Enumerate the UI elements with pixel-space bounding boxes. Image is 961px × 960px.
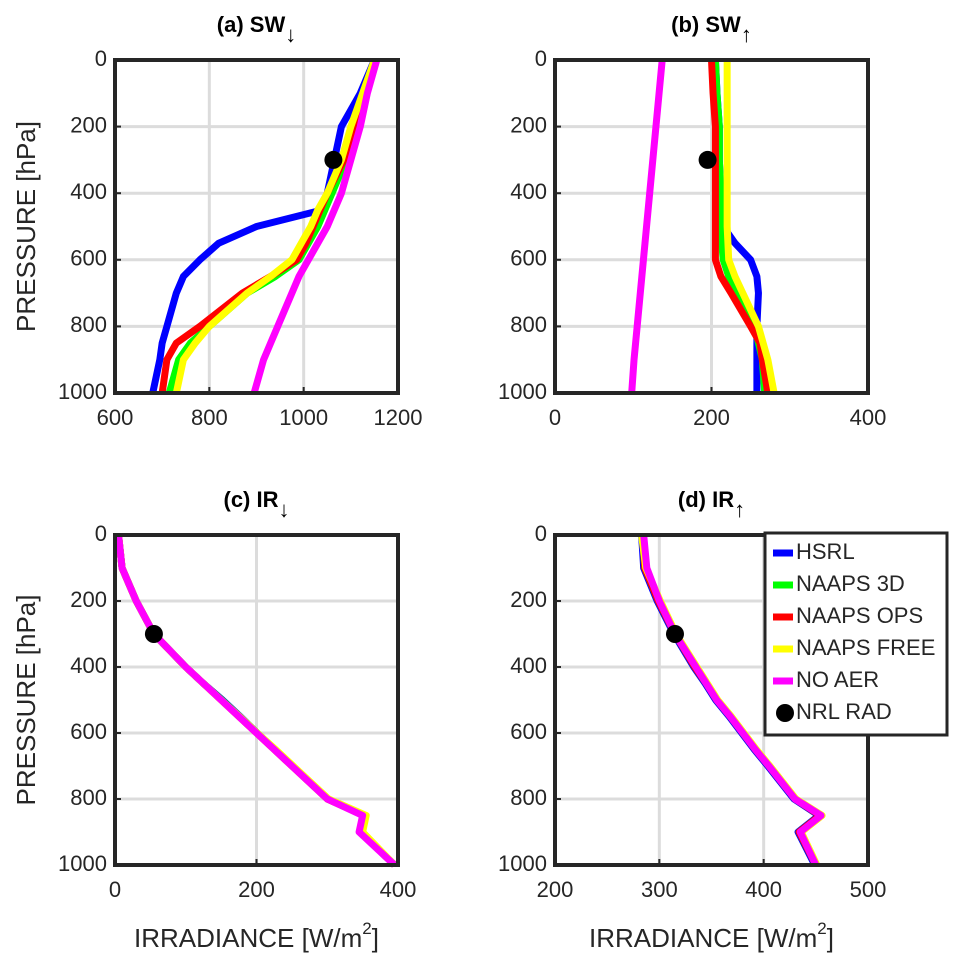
x-tick-label: 0 bbox=[109, 877, 121, 902]
series-line bbox=[115, 534, 397, 868]
legend-marker bbox=[776, 704, 794, 722]
legend-label: NO AER bbox=[796, 667, 879, 692]
y-tick-label: 600 bbox=[70, 719, 107, 744]
y-tick-label: 800 bbox=[510, 785, 547, 810]
title-subscript: ↑ bbox=[741, 22, 752, 47]
series-line bbox=[250, 59, 381, 394]
y-tick-label: 800 bbox=[70, 312, 107, 337]
y-tick-label: 0 bbox=[535, 521, 547, 546]
title-subscript: ↓ bbox=[285, 22, 296, 47]
y-tick-label: 600 bbox=[70, 246, 107, 271]
legend-label: NAAPS 3D bbox=[796, 571, 905, 596]
x-tick-label: 200 bbox=[537, 877, 574, 902]
legend-label: NAAPS OPS bbox=[796, 603, 923, 628]
y-tick-label: 200 bbox=[70, 587, 107, 612]
title-text: (c) IR bbox=[224, 487, 279, 512]
chart-title: (d) IR↑ bbox=[678, 487, 745, 522]
x-label-text: IRRADIANCE [W/m bbox=[589, 923, 817, 953]
y-axis-label: PRESSURE [hPa] bbox=[11, 121, 41, 332]
x-tick-label: 800 bbox=[191, 405, 228, 430]
chart-title: (b) SW↑ bbox=[671, 12, 752, 47]
x-tick-label: 400 bbox=[745, 877, 782, 902]
y-tick-label: 400 bbox=[70, 653, 107, 678]
data-point bbox=[698, 150, 717, 169]
x-tick-label: 1200 bbox=[374, 405, 423, 430]
legend-box bbox=[763, 531, 949, 737]
series-line bbox=[628, 59, 666, 394]
y-tick-label: 200 bbox=[510, 587, 547, 612]
y-tick-label: 1000 bbox=[498, 379, 547, 404]
title-subscript: ↑ bbox=[734, 497, 745, 522]
y-tick-label: 800 bbox=[70, 785, 107, 810]
y-tick-label: 600 bbox=[510, 719, 547, 744]
data-point bbox=[324, 150, 343, 169]
y-axis-label: PRESSURE [hPa] bbox=[11, 595, 41, 806]
series-line bbox=[149, 58, 378, 394]
data-point bbox=[665, 625, 684, 643]
x-axis-label: IRRADIANCE [W/m2] bbox=[134, 919, 379, 952]
x-tick-label: 1000 bbox=[279, 405, 328, 430]
y-tick-label: 0 bbox=[535, 46, 547, 71]
title-subscript: ↓ bbox=[279, 497, 290, 522]
x-tick-label: 500 bbox=[850, 877, 887, 902]
x-tick-label: 400 bbox=[380, 877, 417, 902]
x-label-end: ] bbox=[372, 923, 379, 953]
y-tick-label: 200 bbox=[70, 112, 107, 137]
x-label-sup: 2 bbox=[817, 919, 826, 938]
title-text: (a) SW bbox=[217, 12, 286, 37]
y-tick-label: 0 bbox=[95, 521, 107, 546]
y-tick-label: 1000 bbox=[58, 379, 107, 404]
chart-title: (a) SW↓ bbox=[217, 12, 296, 47]
series-line bbox=[172, 58, 378, 394]
series-line bbox=[723, 60, 778, 394]
x-tick-label: 300 bbox=[641, 877, 678, 902]
x-label-end: ] bbox=[827, 923, 834, 953]
y-tick-label: 800 bbox=[510, 312, 547, 337]
y-tick-label: 1000 bbox=[58, 851, 107, 876]
x-tick-label: 0 bbox=[549, 405, 561, 430]
axes-frame bbox=[113, 58, 400, 395]
title-text: (b) SW bbox=[671, 12, 741, 37]
y-tick-label: 1000 bbox=[498, 851, 547, 876]
x-tick-label: 600 bbox=[97, 405, 134, 430]
y-tick-label: 400 bbox=[510, 179, 547, 204]
y-tick-label: 600 bbox=[510, 246, 547, 271]
x-label-sup: 2 bbox=[362, 919, 371, 938]
title-text: (d) IR bbox=[678, 487, 734, 512]
legend-label: NAAPS FREE bbox=[796, 635, 935, 660]
x-label-text: IRRADIANCE [W/m bbox=[134, 923, 362, 953]
y-tick-label: 400 bbox=[70, 179, 107, 204]
y-tick-label: 200 bbox=[510, 112, 547, 137]
series-line bbox=[640, 534, 825, 867]
x-tick-label: 400 bbox=[850, 405, 887, 430]
chart-title: (c) IR↓ bbox=[224, 487, 290, 522]
axes-frame bbox=[553, 58, 870, 395]
y-tick-label: 0 bbox=[95, 46, 107, 71]
axes-frame bbox=[113, 533, 400, 867]
y-tick-label: 400 bbox=[510, 653, 547, 678]
data-point bbox=[144, 625, 163, 643]
x-tick-label: 200 bbox=[693, 405, 730, 430]
x-axis-label: IRRADIANCE [W/m2] bbox=[589, 919, 834, 952]
legend-label: HSRL bbox=[796, 539, 855, 564]
x-tick-label: 200 bbox=[238, 877, 275, 902]
series-line bbox=[708, 59, 772, 394]
legend-label: NRL RAD bbox=[796, 699, 892, 724]
